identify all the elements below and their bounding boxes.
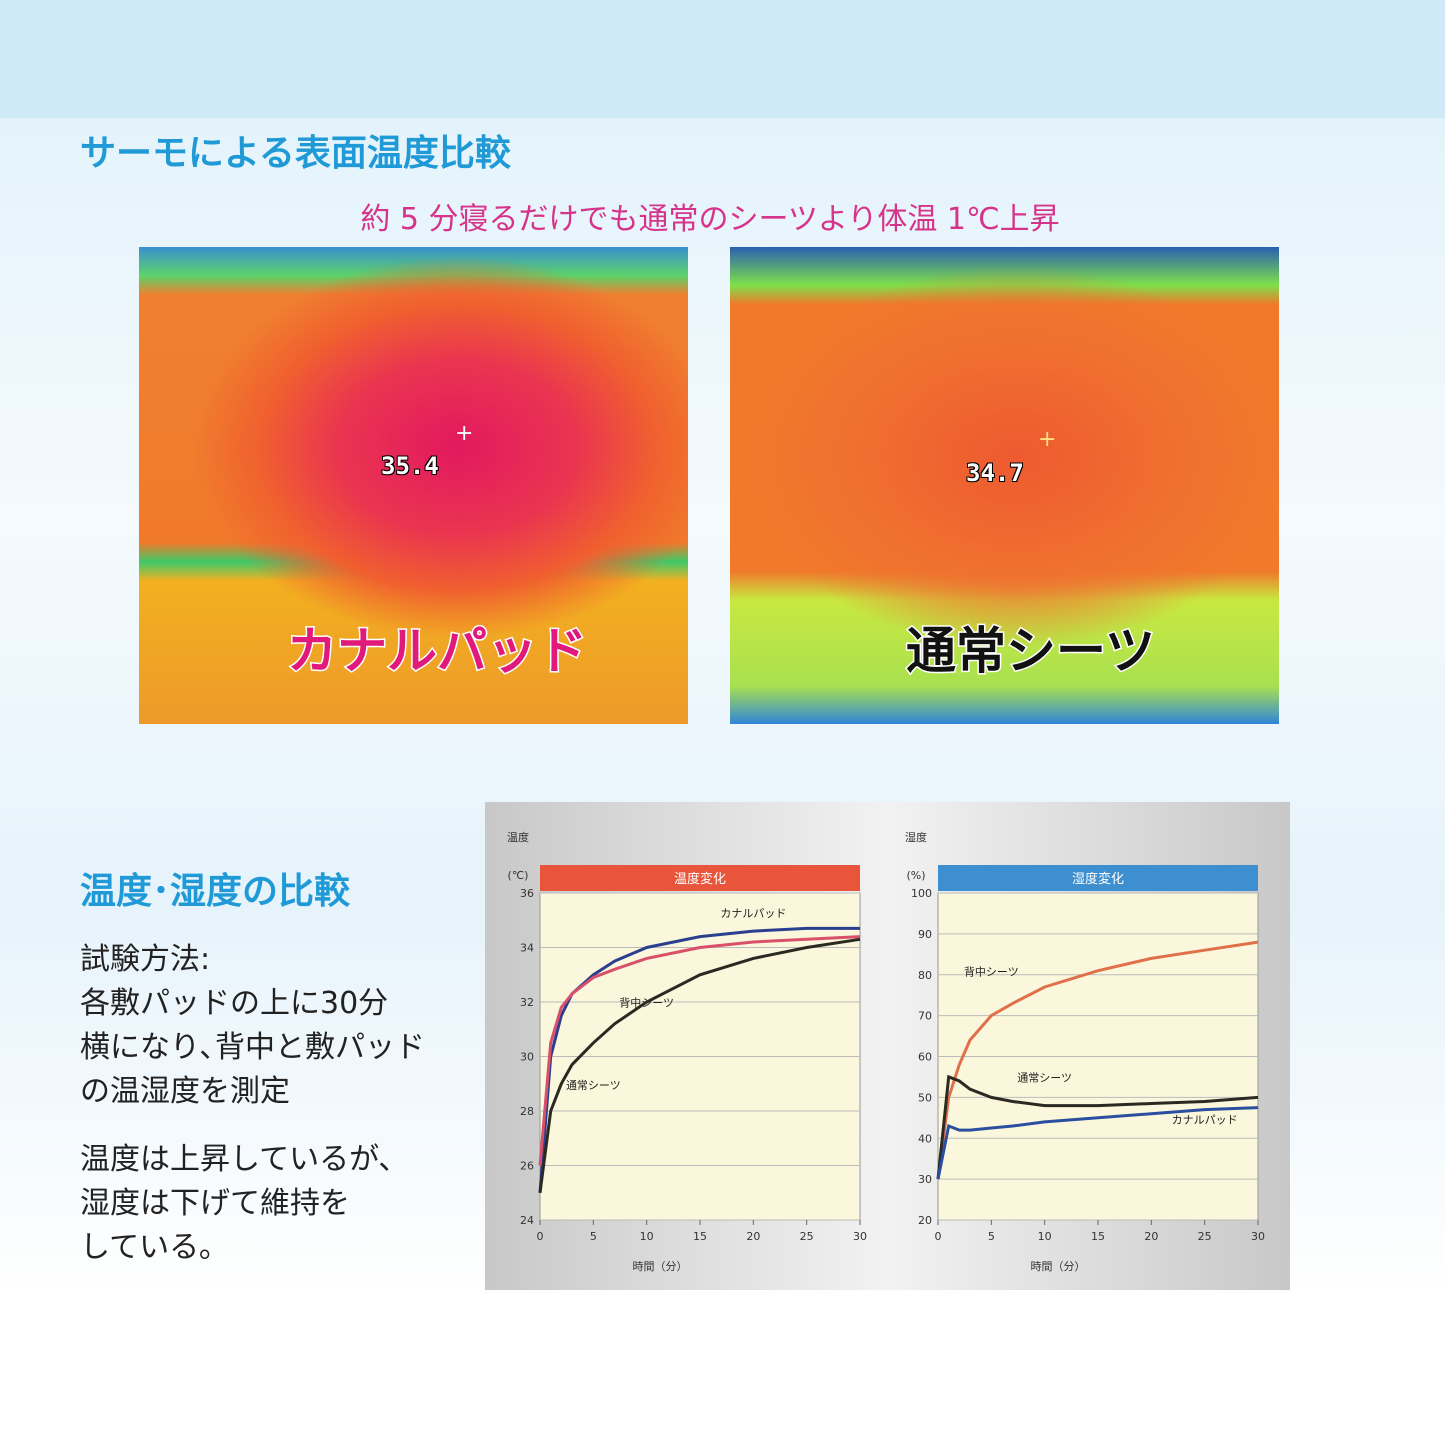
x-tick-label: 30 bbox=[1251, 1230, 1265, 1243]
y-tick-label: 24 bbox=[520, 1214, 534, 1227]
chart-header bbox=[540, 865, 860, 891]
y-tick-label: 28 bbox=[520, 1105, 534, 1118]
series-label: 通常シーツ bbox=[1017, 1072, 1072, 1085]
crosshair: + bbox=[1038, 427, 1057, 452]
text-line: 湿度は下げて維持を bbox=[80, 1186, 350, 1221]
y-tick-label: 34 bbox=[520, 942, 534, 955]
y-axis-title: 温度 bbox=[507, 830, 529, 844]
x-tick-label: 25 bbox=[1198, 1230, 1212, 1243]
subtitle: 約 5 分寝るだけでも通常のシーツより体温 1℃上昇 bbox=[360, 202, 1060, 237]
note: 温度は上昇しているが､ 湿度は下げて維持を している｡ bbox=[80, 1138, 394, 1270]
y-unit: (℃) bbox=[508, 869, 529, 882]
chart-header bbox=[938, 865, 1258, 891]
text-line: の温湿度を測定 bbox=[80, 1074, 290, 1109]
line bbox=[538, 937, 861, 1193]
image-label: カナルパッド bbox=[286, 621, 589, 682]
method: 試験方法: 各敷パッドの上に30分 横になり､背中と敷パッド の温湿度を測定 bbox=[80, 938, 425, 1114]
y-tick-label: 90 bbox=[918, 928, 932, 941]
y-tick-label: 70 bbox=[918, 1010, 932, 1023]
x-tick-label: 15 bbox=[693, 1230, 707, 1243]
y-tick-label: 20 bbox=[918, 1214, 932, 1227]
x-tick-label: 5 bbox=[988, 1230, 995, 1243]
text-line: 各敷パッドの上に30分 bbox=[80, 986, 389, 1021]
y-tick-label: 80 bbox=[918, 969, 932, 982]
text-line: 試験方法: bbox=[80, 942, 211, 977]
x-tick-label: 0 bbox=[935, 1230, 942, 1243]
y-tick-label: 100 bbox=[911, 887, 932, 900]
temperature: 35.4 bbox=[381, 452, 439, 480]
y-tick-label: 60 bbox=[918, 1051, 932, 1064]
y-tick-label: 36 bbox=[520, 887, 534, 900]
thermal-image: + 35.4 カナルパッド bbox=[139, 247, 688, 724]
series-label: 通常シーツ bbox=[566, 1079, 621, 1092]
line bbox=[936, 940, 1259, 1180]
title: サーモによる表面温度比較 bbox=[80, 133, 511, 174]
x-tick-label: 20 bbox=[1144, 1230, 1158, 1243]
y-tick-label: 30 bbox=[918, 1173, 932, 1186]
line bbox=[538, 935, 861, 1166]
text-line: 横になり､背中と敷パッド bbox=[80, 1030, 425, 1065]
series-label: 背中シーツ bbox=[964, 965, 1019, 979]
section-title: 温度･湿度の比較 bbox=[80, 871, 351, 912]
x-tick-label: 5 bbox=[590, 1230, 597, 1243]
chart-panel: 温度変化 温度 (℃) 時間（分） 24 26 28 30 32 34 36 0 5 10 15 20 25 30… bbox=[485, 802, 1290, 1290]
x-tick-label: 30 bbox=[853, 1230, 867, 1243]
x-tick-label: 20 bbox=[746, 1230, 760, 1243]
thermal-image: + 34.7 通常シーツ bbox=[730, 247, 1279, 724]
image-label: 通常シーツ bbox=[905, 621, 1157, 682]
temperature: 34.7 bbox=[966, 459, 1024, 487]
line bbox=[936, 1106, 1259, 1180]
y-tick-label: 32 bbox=[520, 996, 534, 1009]
y-tick-label: 50 bbox=[918, 1091, 932, 1104]
line bbox=[538, 926, 860, 1193]
x-tick-label: 25 bbox=[800, 1230, 814, 1243]
x-tick-label: 10 bbox=[640, 1230, 654, 1243]
x-tick-label: 10 bbox=[1038, 1230, 1052, 1243]
series-label: カナルパッド bbox=[720, 907, 786, 920]
crosshair: + bbox=[455, 421, 474, 446]
line bbox=[936, 1074, 1259, 1180]
x-tick-label: 15 bbox=[1091, 1230, 1105, 1243]
text-line: している｡ bbox=[80, 1230, 215, 1265]
x-axis-title: 時間（分） bbox=[633, 1260, 688, 1273]
y-axis-title: 湿度 bbox=[905, 830, 927, 844]
chart-title: 湿度変化 bbox=[1072, 871, 1124, 887]
y-tick-label: 26 bbox=[520, 1160, 534, 1173]
y-tick-label: 40 bbox=[918, 1132, 932, 1145]
y-tick-label: 30 bbox=[520, 1051, 534, 1064]
x-axis-title: 時間（分） bbox=[1031, 1260, 1086, 1273]
y-unit: (%) bbox=[906, 869, 925, 882]
text-line: 温度は上昇しているが､ bbox=[80, 1142, 395, 1177]
series-label: カナルパッド bbox=[1172, 1114, 1238, 1127]
x-tick-label: 0 bbox=[537, 1230, 544, 1243]
chart-title: 温度変化 bbox=[674, 871, 726, 887]
